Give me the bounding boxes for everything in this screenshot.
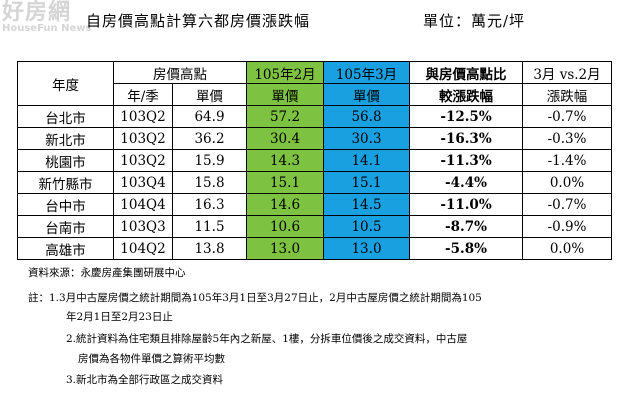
city-cell: 桃園市 [17, 149, 114, 172]
year-quarter-cell: 103Q3 [113, 215, 173, 238]
peak-price-cell: 15.9 [172, 149, 247, 172]
table-row: 台北市 103Q2 64.9 57.2 56.8 -12.5% -0.7% [17, 105, 612, 128]
change-from-peak-cell: -8.7% [409, 215, 523, 238]
change-from-peak-cell: -5.8% [409, 237, 523, 260]
city-cell: 新竹縣市 [17, 171, 114, 194]
header-mom-2: 漲跌幅 [522, 83, 612, 106]
mom-change-cell: -1.4% [522, 149, 612, 172]
peak-price-cell: 64.9 [172, 105, 247, 128]
price-table: 年度 房價高點 105年2月 105年3月 與房價高點比 3月 vs.2月 年/… [17, 61, 612, 260]
mar-price-cell: 14.5 [323, 193, 410, 216]
year-quarter-cell: 104Q4 [113, 193, 173, 216]
feb-price-cell: 57.2 [246, 105, 324, 128]
feb-price-cell: 14.6 [246, 193, 324, 216]
change-from-peak-cell: -4.4% [409, 171, 523, 194]
header-mar: 105年3月 [323, 61, 410, 84]
change-from-peak-cell: -11.3% [409, 149, 523, 172]
mom-change-cell: -0.9% [522, 215, 612, 238]
header-year-quarter: 年/季 [113, 83, 173, 106]
header-year: 年度 [17, 61, 114, 106]
city-cell: 台北市 [17, 105, 114, 128]
mom-change-cell: 0.0% [522, 171, 612, 194]
feb-price-cell: 10.6 [246, 215, 324, 238]
year-quarter-cell: 104Q2 [113, 237, 173, 260]
city-cell: 台中市 [17, 193, 114, 216]
table-row: 新竹縣市 103Q4 15.8 15.1 15.1 -4.4% 0.0% [17, 171, 612, 194]
feb-price-cell: 15.1 [246, 171, 324, 194]
table-row: 桃園市 103Q2 15.9 14.3 14.1 -11.3% -1.4% [17, 149, 612, 172]
mom-change-cell: -0.7% [522, 193, 612, 216]
peak-price-cell: 15.8 [172, 171, 247, 194]
header-row-1: 年度 房價高點 105年2月 105年3月 與房價高點比 3月 vs.2月 [17, 61, 612, 106]
note-2-line-2: 房價為各物件單價之算術平均數 [78, 353, 225, 365]
year-quarter-cell: 103Q4 [113, 171, 173, 194]
mom-change-cell: -0.3% [522, 127, 612, 150]
table-row: 新北市 103Q2 36.2 30.4 30.3 -16.3% -0.3% [17, 127, 612, 150]
city-cell: 高雄市 [17, 237, 114, 260]
header-mar-price: 單價 [323, 83, 410, 106]
watermark-line2: HouseFun News [2, 23, 92, 34]
source-note: 資料來源：永慶房產集團研展中心 [28, 267, 186, 279]
page-title: 自房價高點計算六都房價漲跌幅 [86, 12, 311, 30]
year-quarter-cell: 103Q2 [113, 127, 173, 150]
city-cell: 台南市 [17, 215, 114, 238]
housefun-watermark: 好房網 HouseFun News [2, 2, 92, 34]
watermark-line1: 好房網 [2, 0, 72, 25]
table-row: 台中市 104Q4 16.3 14.6 14.5 -11.0% -0.7% [17, 193, 612, 216]
feb-price-cell: 13.0 [246, 237, 324, 260]
note-1-line-2: 年2月1日至2月23日止 [66, 311, 173, 323]
unit-label: 單位：萬元/坪 [423, 12, 526, 30]
table-row: 台南市 103Q3 11.5 10.6 10.5 -8.7% -0.9% [17, 215, 612, 238]
header-feb: 105年2月 [246, 61, 324, 84]
header-compare-1: 與房價高點比 [409, 61, 523, 84]
peak-price-cell: 16.3 [172, 193, 247, 216]
mar-price-cell: 15.1 [323, 171, 410, 194]
city-cell: 新北市 [17, 127, 114, 150]
mar-price-cell: 56.8 [323, 105, 410, 128]
mar-price-cell: 14.1 [323, 149, 410, 172]
mom-change-cell: 0.0% [522, 237, 612, 260]
header-peak: 房價高點 [113, 61, 247, 84]
change-from-peak-cell: -16.3% [409, 127, 523, 150]
year-quarter-cell: 103Q2 [113, 105, 173, 128]
mar-price-cell: 30.3 [323, 127, 410, 150]
change-from-peak-cell: -12.5% [409, 105, 523, 128]
mar-price-cell: 10.5 [323, 215, 410, 238]
header-peak-price: 單價 [172, 83, 247, 106]
peak-price-cell: 36.2 [172, 127, 247, 150]
header-mom-1: 3月 vs.2月 [522, 61, 612, 84]
feb-price-cell: 14.3 [246, 149, 324, 172]
note-1-line-1: 註：1.3月中古屋房價之統計期間為105年3月1日至3月27日止，2月中古屋房價… [28, 292, 482, 304]
header-compare-2: 較漲跌幅 [409, 83, 523, 106]
mom-change-cell: -0.7% [522, 105, 612, 128]
note-3: 3.新北市為全部行政區之成交資料 [66, 374, 224, 386]
change-from-peak-cell: -11.0% [409, 193, 523, 216]
year-quarter-cell: 103Q2 [113, 149, 173, 172]
peak-price-cell: 11.5 [172, 215, 247, 238]
mar-price-cell: 13.0 [323, 237, 410, 260]
feb-price-cell: 30.4 [246, 127, 324, 150]
peak-price-cell: 13.8 [172, 237, 247, 260]
note-2-line-1: 2.統計資料為住宅類且排除屋齡5年內之新屋、1樓，分拆車位價後之成交資料，中古屋 [66, 333, 468, 345]
header-feb-price: 單價 [246, 83, 324, 106]
table-row: 高雄市 104Q2 13.8 13.0 13.0 -5.8% 0.0% [17, 237, 612, 260]
